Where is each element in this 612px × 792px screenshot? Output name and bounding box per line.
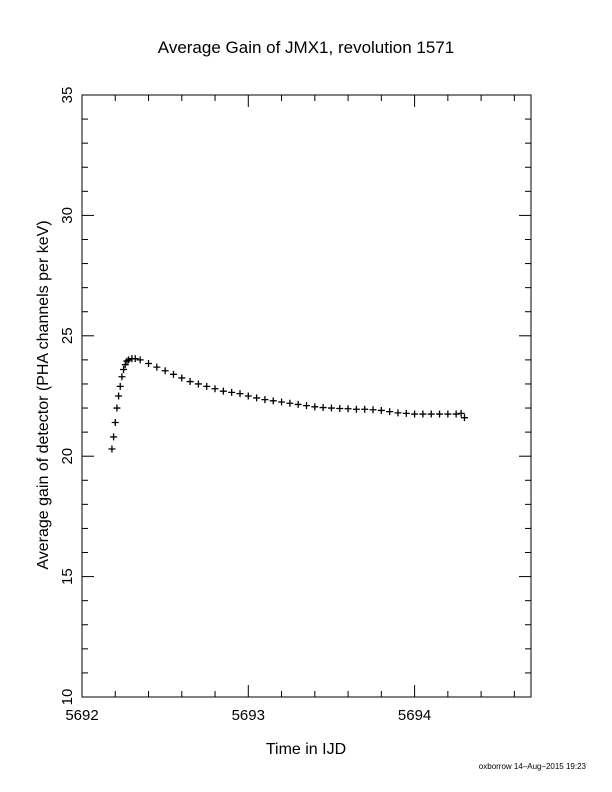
data-point bbox=[136, 356, 144, 364]
data-point bbox=[294, 400, 302, 408]
data-point bbox=[286, 399, 294, 407]
x-axis-label: Time in IJD bbox=[266, 741, 346, 758]
data-point bbox=[352, 405, 360, 413]
footer-credit: oxborrow 14–Aug–2015 19:23 bbox=[479, 762, 587, 771]
y-tick-label: 25 bbox=[59, 327, 76, 344]
data-point bbox=[327, 404, 335, 412]
data-point bbox=[452, 410, 460, 418]
y-tick-label: 30 bbox=[59, 207, 76, 224]
x-tick-label: 5694 bbox=[398, 707, 431, 724]
data-point bbox=[344, 405, 352, 413]
data-point bbox=[319, 404, 327, 412]
data-point bbox=[261, 396, 269, 404]
data-point bbox=[311, 403, 319, 411]
y-tick-label: 20 bbox=[59, 448, 76, 465]
chart-title: Average Gain of JMX1, revolution 1571 bbox=[158, 38, 454, 57]
x-tick-label: 5692 bbox=[65, 707, 98, 724]
x-tick-label: 5693 bbox=[232, 707, 265, 724]
data-point bbox=[269, 397, 277, 405]
data-point bbox=[444, 410, 452, 418]
data-point bbox=[244, 392, 252, 400]
data-point bbox=[116, 382, 124, 390]
data-point bbox=[178, 374, 186, 382]
y-tick-label: 35 bbox=[59, 87, 76, 104]
axis-ticks bbox=[81, 94, 531, 698]
data-point bbox=[460, 414, 468, 422]
data-point bbox=[153, 363, 161, 371]
plot-frame bbox=[81, 94, 532, 698]
data-point bbox=[125, 356, 133, 364]
data-point bbox=[377, 406, 385, 414]
data-point bbox=[110, 433, 118, 441]
data-point bbox=[186, 378, 194, 386]
data-point bbox=[436, 410, 444, 418]
data-point bbox=[361, 405, 369, 413]
data-point bbox=[457, 409, 465, 417]
y-tick-label: 15 bbox=[59, 568, 76, 585]
data-point bbox=[108, 445, 116, 453]
data-point bbox=[123, 357, 131, 365]
data-point bbox=[145, 359, 153, 367]
data-point bbox=[118, 373, 126, 381]
data-point bbox=[169, 370, 177, 378]
data-point bbox=[111, 418, 119, 426]
data-point bbox=[115, 392, 123, 400]
data-point bbox=[203, 382, 211, 390]
data-point bbox=[211, 385, 219, 393]
data-point bbox=[161, 367, 169, 375]
y-tick-label: 10 bbox=[59, 689, 76, 706]
data-point bbox=[336, 405, 344, 413]
data-point bbox=[369, 406, 377, 414]
data-point bbox=[219, 387, 227, 395]
data-point bbox=[253, 394, 261, 402]
data-point bbox=[427, 410, 435, 418]
data-point bbox=[386, 408, 394, 416]
data-point bbox=[194, 380, 202, 388]
data-point bbox=[228, 388, 236, 396]
data-point bbox=[131, 355, 139, 363]
data-point bbox=[113, 404, 121, 412]
data-point bbox=[121, 361, 129, 369]
y-axis-label: Average gain of detector (PHA channels p… bbox=[35, 220, 52, 569]
data-point bbox=[236, 390, 244, 398]
tick-labels: 5692 5693 5694 10 15 20 25 30 35 bbox=[59, 87, 431, 724]
data-point bbox=[402, 409, 410, 417]
data-point bbox=[394, 409, 402, 417]
data-point bbox=[120, 366, 128, 374]
data-points bbox=[108, 355, 468, 453]
data-point bbox=[303, 402, 310, 410]
data-point bbox=[278, 398, 286, 406]
data-point bbox=[419, 410, 427, 418]
data-point bbox=[411, 410, 419, 418]
